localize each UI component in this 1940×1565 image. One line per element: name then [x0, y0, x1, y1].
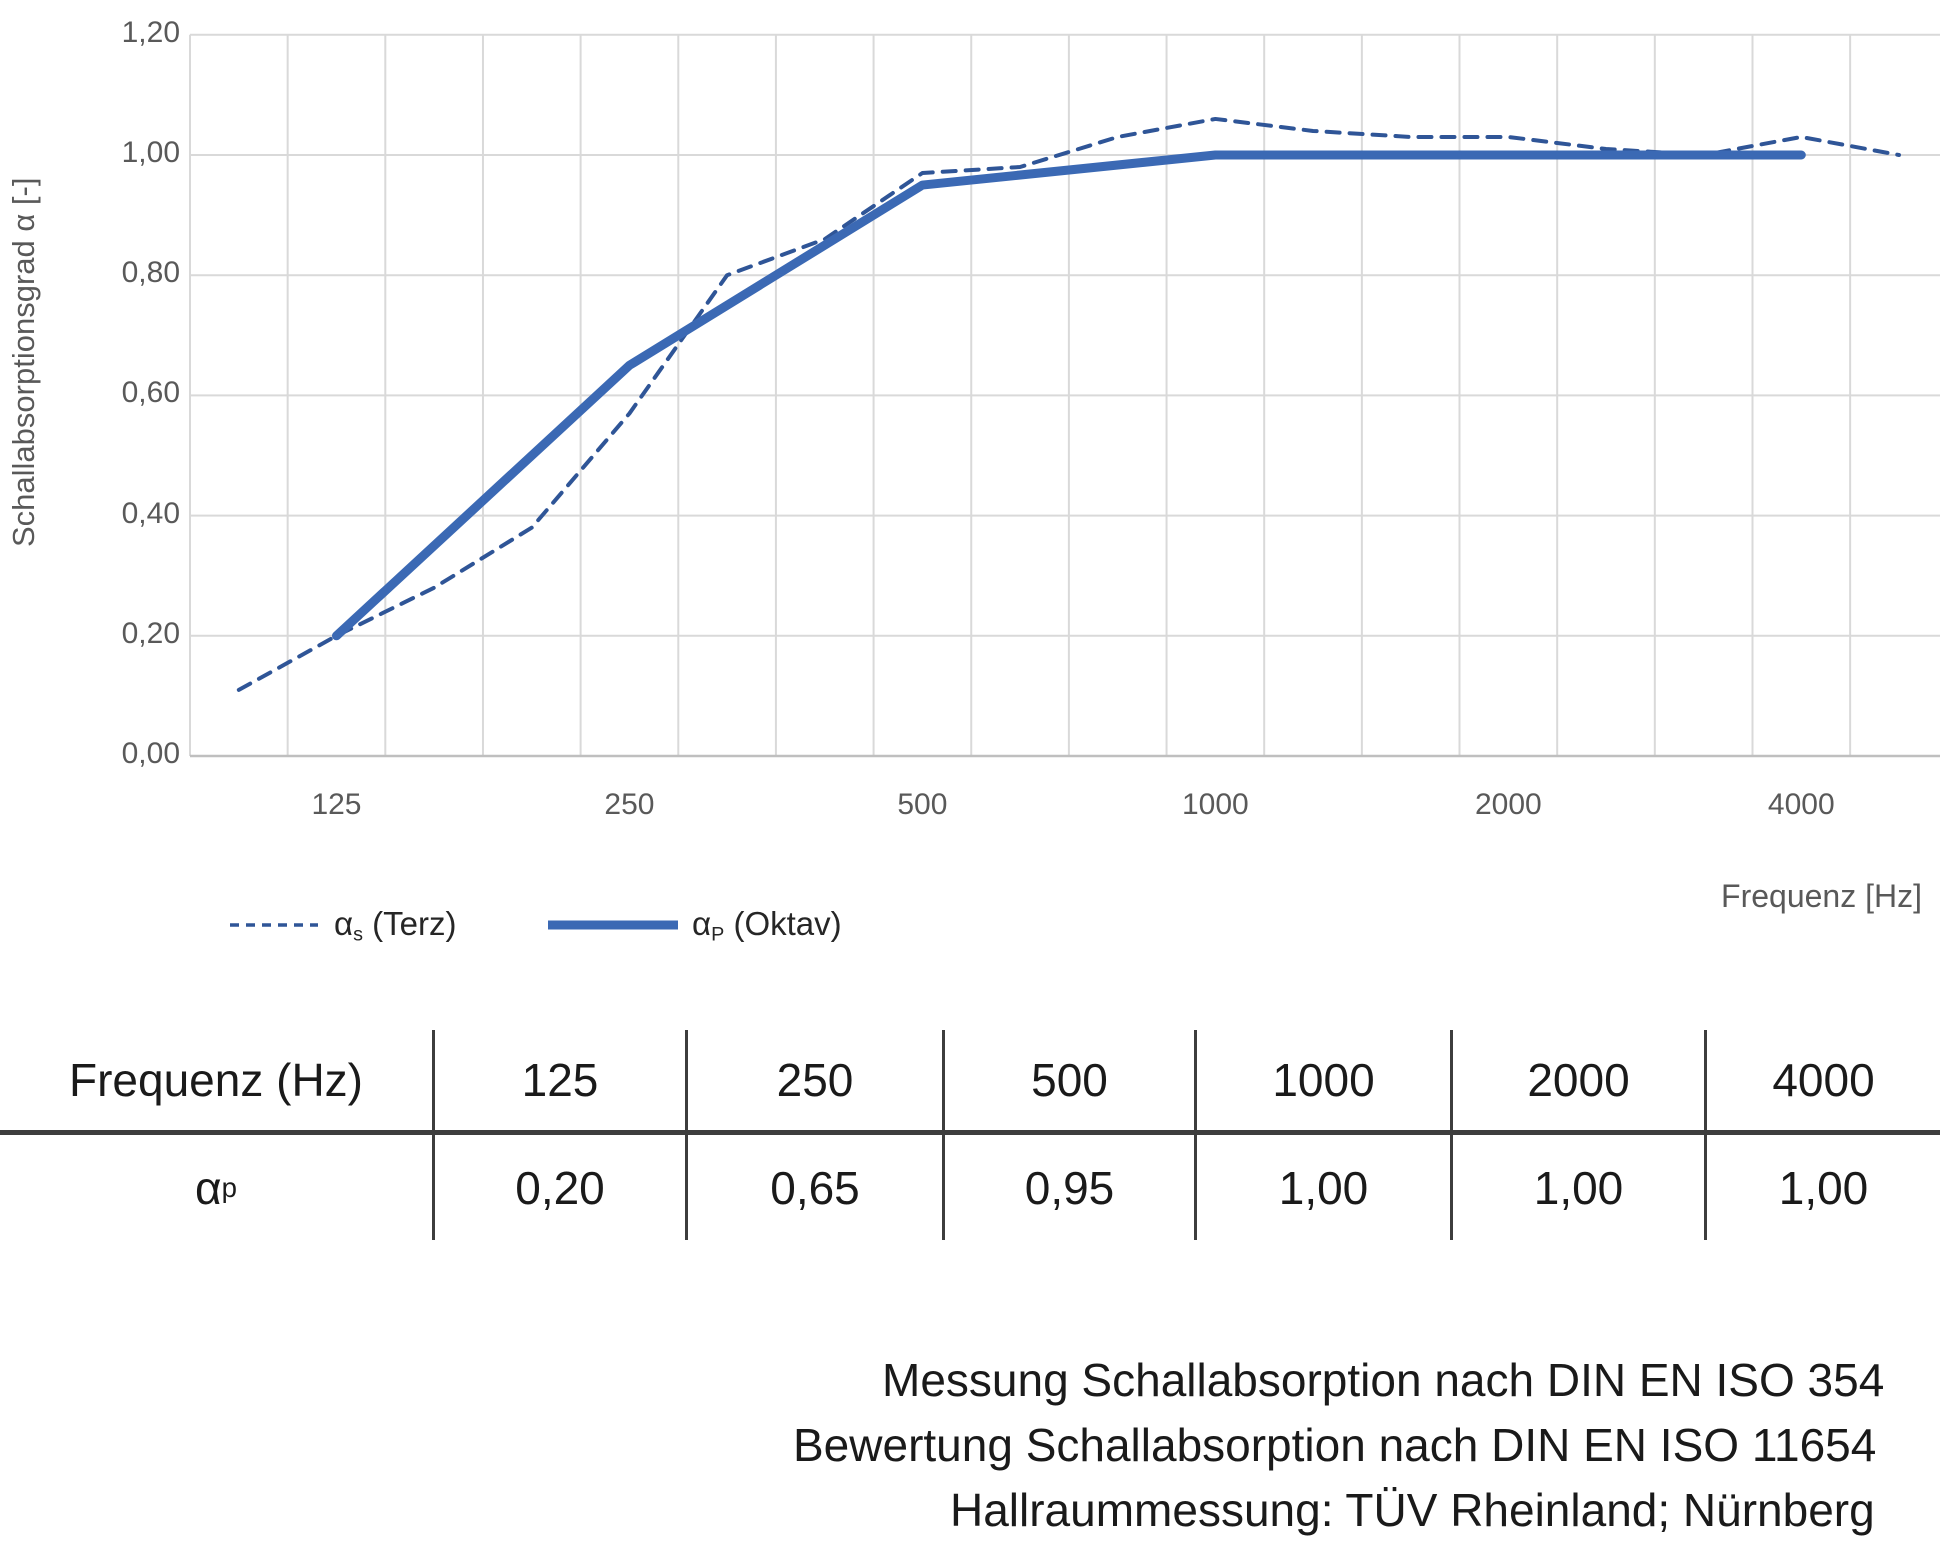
- series-alpha-s-terz: [236, 116, 1901, 692]
- y-axis-tick-label: 0,60: [121, 376, 180, 410]
- table-value-cell: 0,20: [432, 1130, 685, 1240]
- footer-line: Hallraummessung: TÜV Rheinland; Nürnberg: [950, 1484, 1875, 1536]
- legend-label-alpha-s-terz: αs (Terz): [334, 905, 457, 946]
- absorption-chart: Schallabsorptionsgrad α [-] Frequenz [Hz…: [0, 15, 1940, 947]
- alpha-p-table: Frequenz (Hz) 125 250 500 1000 2000 4000 α p 0,20…: [0, 1030, 1940, 1240]
- x-axis-tick-label: 2000: [1474, 788, 1542, 821]
- chart-canvas: [189, 33, 1940, 758]
- x-axis-tick-label: 1000: [1182, 788, 1249, 821]
- y-axis-title: Schallabsorptionsgrad α [-]: [6, 177, 41, 548]
- table-header-cell: 1000: [1194, 1030, 1450, 1130]
- footer-line: Messung Schallabsorption nach DIN EN ISO…: [882, 1354, 1885, 1406]
- table-header-cell: 250: [685, 1030, 942, 1130]
- y-axis-tick-label: 0,40: [121, 496, 180, 530]
- x-axis-tick-label: 125: [311, 788, 362, 821]
- table-value-cell: 0,95: [942, 1130, 1194, 1240]
- series-alpha-p-oktav: [331, 150, 1806, 641]
- table-value-cell: 1,00: [1450, 1130, 1704, 1240]
- y-axis-tick-label: 1,00: [121, 136, 180, 169]
- table-header-cell: 125: [432, 1030, 685, 1130]
- table-header-cell: 2000: [1450, 1030, 1704, 1130]
- table-header-cell: 500: [942, 1030, 1194, 1130]
- x-axis-tick-label: 4000: [1767, 788, 1835, 821]
- table-value-cell: 1,00: [1704, 1130, 1940, 1240]
- legend-swatch-dashed-line: [230, 923, 318, 927]
- x-axis-tick-label: 250: [604, 788, 655, 821]
- y-axis-tick-label: 0,20: [121, 616, 180, 650]
- table-header-cell: 4000: [1704, 1030, 1940, 1130]
- chart-legend: αs (Terz) αP (Oktav): [0, 903, 1200, 947]
- y-axis-tick-label: 0,80: [121, 256, 180, 290]
- table-value-cell: 0,65: [685, 1130, 942, 1240]
- y-axis-tick-label: 0,00: [121, 737, 180, 770]
- x-axis-title: Frequenz [Hz]: [1721, 878, 1922, 914]
- legend-label-alpha-p-oktav: αP (Oktav): [692, 905, 842, 946]
- y-axis-tick-label: 1,20: [121, 15, 180, 49]
- x-axis-tick-label: 500: [897, 788, 948, 821]
- table-value-cell: 1,00: [1194, 1130, 1450, 1240]
- legend-swatch-solid-line: [548, 920, 678, 930]
- table-header-frequenz: Frequenz (Hz): [69, 1054, 363, 1106]
- footer-line: Bewertung Schallabsorption nach DIN EN I…: [793, 1419, 1877, 1471]
